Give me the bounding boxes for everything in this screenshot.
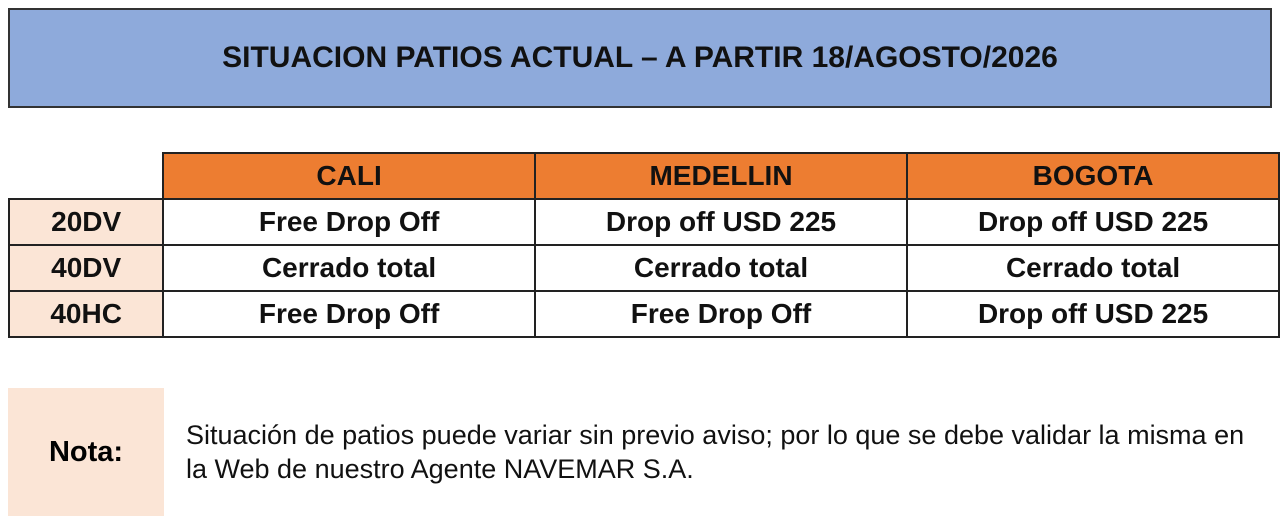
cell: Drop off USD 225 xyxy=(906,198,1280,246)
cell: Free Drop Off xyxy=(162,290,536,338)
header-row: CALI MEDELLIN BOGOTA xyxy=(9,152,1280,200)
cell: Cerrado total xyxy=(533,244,909,292)
row-header: 40HC xyxy=(7,290,165,338)
cell: Cerrado total xyxy=(162,244,536,292)
cell: Free Drop Off xyxy=(533,290,909,338)
row: 20DV Free Drop Off Drop off USD 225 Drop… xyxy=(7,198,1280,246)
cell: Cerrado total xyxy=(906,244,1280,292)
column-header: CALI xyxy=(162,152,536,200)
row: 40HC Free Drop Off Free Drop Off Drop of… xyxy=(7,290,1280,338)
cell: Free Drop Off xyxy=(162,198,536,246)
title-banner: SITUACION PATIOS ACTUAL – A PARTIR 18/AG… xyxy=(8,8,1272,108)
row-header: 20DV xyxy=(7,198,165,246)
column-header: BOGOTA xyxy=(906,152,1280,200)
note-text: Situación de patios puede variar sin pre… xyxy=(186,420,1245,484)
status-table: CALI MEDELLIN BOGOTA 20DV Free Drop Off … xyxy=(7,152,1280,338)
row-header: 40DV xyxy=(7,244,165,292)
row: 40DV Cerrado total Cerrado total Cerrado… xyxy=(7,244,1280,292)
blank-cell xyxy=(9,153,163,199)
note-label: Nota: xyxy=(8,388,164,516)
cell: Drop off USD 225 xyxy=(533,198,909,246)
cell: Drop off USD 225 xyxy=(906,290,1280,338)
column-header: MEDELLIN xyxy=(533,152,909,200)
